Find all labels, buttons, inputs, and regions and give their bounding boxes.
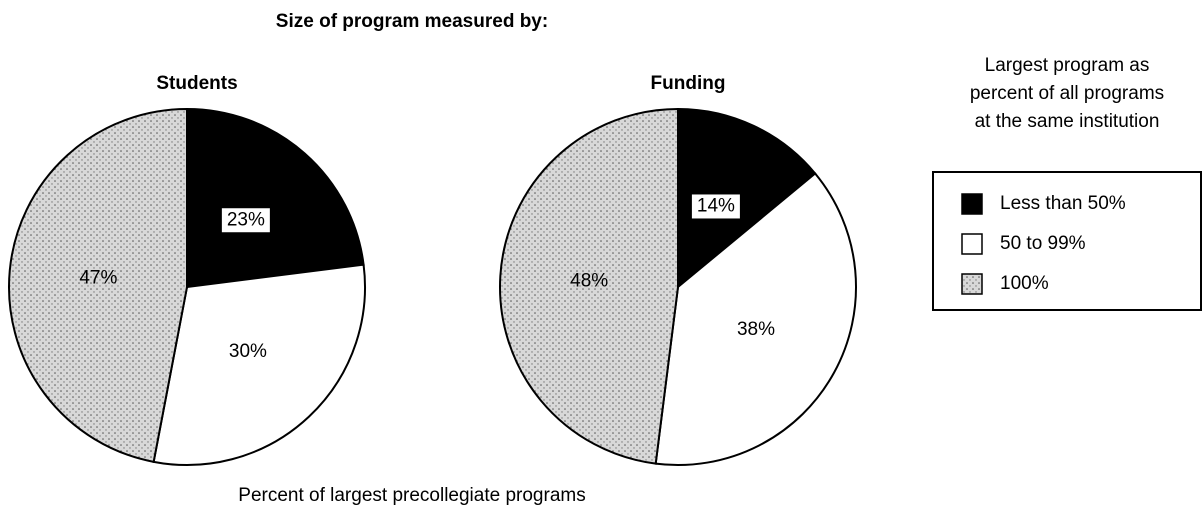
- legend-label: Less than 50%: [1000, 193, 1126, 214]
- legend-swatch: [961, 193, 983, 215]
- legend-swatch: [961, 273, 983, 295]
- value-label: 23%: [227, 209, 265, 230]
- value-label: 47%: [79, 268, 117, 289]
- pie-title: Funding: [651, 73, 726, 94]
- chart-title: Size of program measured by:: [276, 11, 548, 32]
- pie-slice: [499, 107, 679, 465]
- pie-slice: [186, 107, 365, 289]
- legend-swatch: [961, 233, 983, 255]
- value-label: 48%: [570, 270, 608, 291]
- legend-box: [932, 171, 1202, 311]
- legend-title: percent of all programs: [970, 83, 1164, 104]
- value-label: 38%: [737, 319, 775, 340]
- value-label: 30%: [229, 341, 267, 362]
- caption: Percent of largest precollegiate program…: [238, 485, 585, 506]
- pie-slice: [152, 263, 366, 466]
- legend-title: at the same institution: [975, 111, 1160, 132]
- label-box: [221, 208, 270, 233]
- legend-label: 50 to 99%: [1000, 233, 1086, 254]
- legend-title: Largest program as: [985, 55, 1150, 76]
- value-label: 14%: [697, 195, 735, 216]
- pie-title: Students: [156, 73, 237, 94]
- legend-label: 100%: [1000, 273, 1049, 294]
- label-box: [691, 194, 740, 219]
- pie-slice: [8, 107, 188, 464]
- pie-slice: [654, 172, 857, 466]
- pie-slice: [677, 107, 817, 290]
